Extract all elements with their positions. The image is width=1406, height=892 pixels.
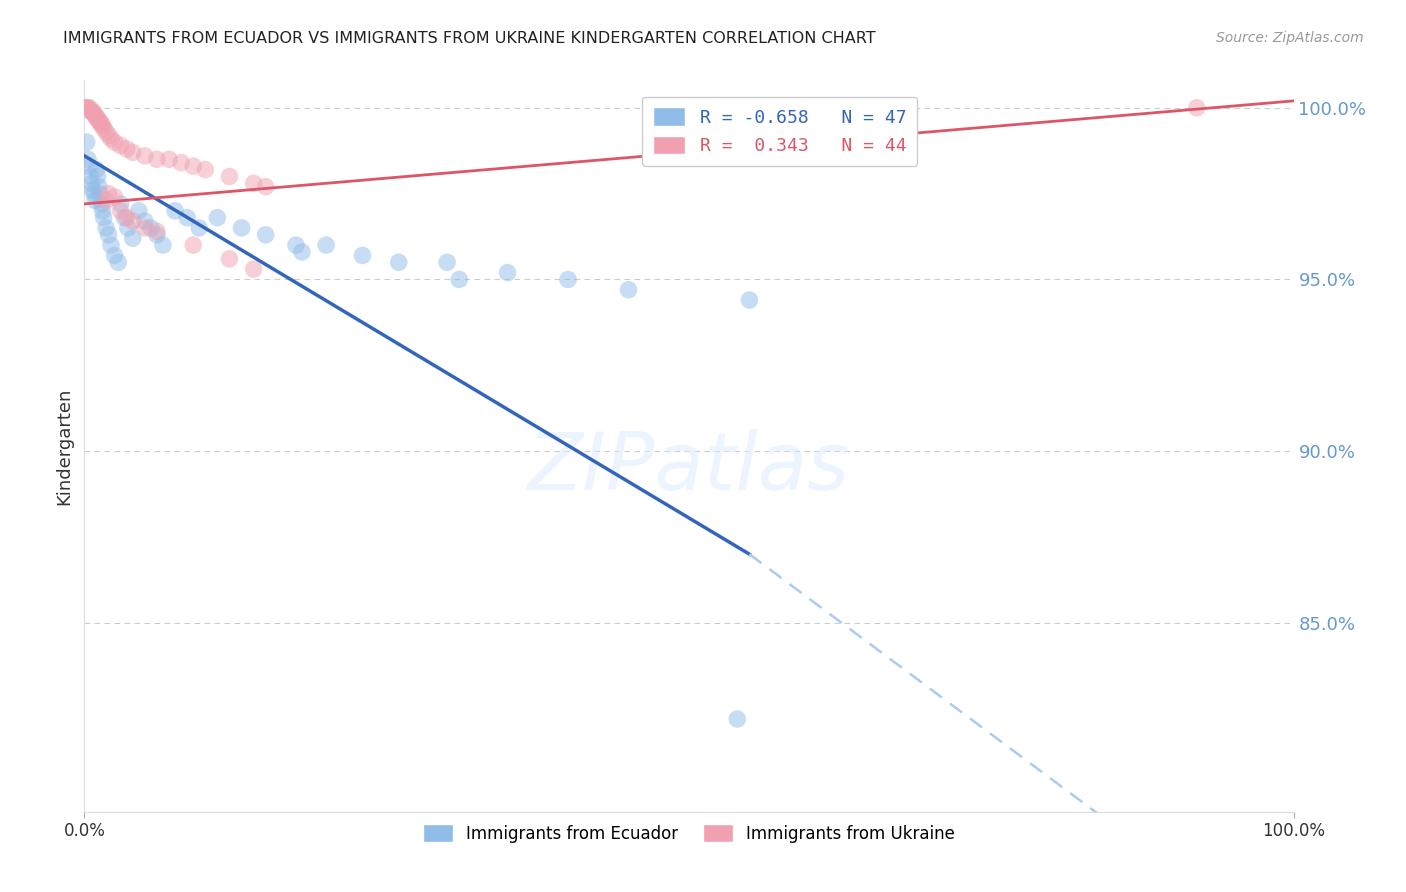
Point <box>77 153 100 167</box>
Point <box>80 176 103 190</box>
Point <box>89 186 111 201</box>
Text: Source: ZipAtlas.com: Source: ZipAtlas.com <box>1216 31 1364 45</box>
Y-axis label: Kindergarten: Kindergarten <box>55 387 73 505</box>
Point <box>188 221 211 235</box>
Point <box>617 283 640 297</box>
Point <box>388 255 411 269</box>
Point <box>104 135 127 149</box>
Point <box>107 255 129 269</box>
Point <box>146 227 169 242</box>
Text: ZIPatlas: ZIPatlas <box>527 429 851 507</box>
Point <box>76 101 98 115</box>
Point <box>82 183 104 197</box>
Point <box>77 159 100 173</box>
Point <box>115 211 138 225</box>
Point <box>194 162 217 177</box>
Point <box>128 203 150 218</box>
Point <box>94 194 117 208</box>
Point <box>110 138 132 153</box>
Point <box>104 248 127 262</box>
Point <box>181 159 204 173</box>
Point <box>134 221 156 235</box>
Point <box>436 255 458 269</box>
Point <box>86 111 108 125</box>
Point <box>496 266 519 280</box>
Point <box>738 293 761 307</box>
Point <box>449 272 471 286</box>
Point <box>291 244 314 259</box>
Point <box>557 272 579 286</box>
Point <box>83 186 105 201</box>
Point <box>94 221 117 235</box>
Point <box>91 118 114 132</box>
Point <box>725 712 748 726</box>
Point <box>100 238 122 252</box>
Point <box>352 248 374 262</box>
Point <box>115 142 138 156</box>
Point <box>121 231 143 245</box>
Point <box>181 238 204 252</box>
Point <box>75 101 97 115</box>
Point <box>100 131 122 145</box>
Point <box>77 101 100 115</box>
Point <box>176 211 198 225</box>
Point <box>89 114 111 128</box>
Point <box>93 211 115 225</box>
Point <box>242 262 264 277</box>
Point <box>218 252 240 266</box>
Point <box>134 214 156 228</box>
Point <box>207 211 229 225</box>
Legend: Immigrants from Ecuador, Immigrants from Ukraine: Immigrants from Ecuador, Immigrants from… <box>415 816 963 851</box>
Point <box>170 155 193 169</box>
Point <box>83 107 105 121</box>
Point <box>121 214 143 228</box>
Point <box>76 135 98 149</box>
Point <box>117 221 139 235</box>
Point <box>82 104 104 119</box>
Point <box>93 121 115 136</box>
Point <box>79 169 101 184</box>
Point <box>315 238 337 252</box>
Point <box>242 176 264 190</box>
Point <box>254 179 277 194</box>
Point <box>97 227 120 242</box>
Point <box>97 186 120 201</box>
Point <box>90 197 112 211</box>
Point <box>1185 101 1208 115</box>
Point <box>91 203 114 218</box>
Point <box>94 125 117 139</box>
Point <box>157 153 180 167</box>
Point <box>104 190 127 204</box>
Point <box>90 118 112 132</box>
Point <box>79 104 101 119</box>
Point <box>84 107 107 121</box>
Point <box>80 104 103 119</box>
Point <box>134 149 156 163</box>
Point <box>139 221 162 235</box>
Point <box>77 101 100 115</box>
Point <box>254 227 277 242</box>
Point <box>110 197 132 211</box>
Point <box>152 238 174 252</box>
Point <box>284 238 308 252</box>
Point <box>86 162 108 177</box>
Point <box>86 169 108 184</box>
Point <box>87 179 110 194</box>
Point <box>231 221 253 235</box>
Point <box>165 203 187 218</box>
Text: IMMIGRANTS FROM ECUADOR VS IMMIGRANTS FROM UKRAINE KINDERGARTEN CORRELATION CHAR: IMMIGRANTS FROM ECUADOR VS IMMIGRANTS FR… <box>63 31 876 46</box>
Point <box>121 145 143 160</box>
Point <box>218 169 240 184</box>
Point <box>87 114 110 128</box>
Point <box>110 203 132 218</box>
Point <box>146 224 169 238</box>
Point <box>86 111 108 125</box>
Point <box>112 211 135 225</box>
Point <box>84 194 107 208</box>
Point <box>97 128 120 143</box>
Point <box>146 153 169 167</box>
